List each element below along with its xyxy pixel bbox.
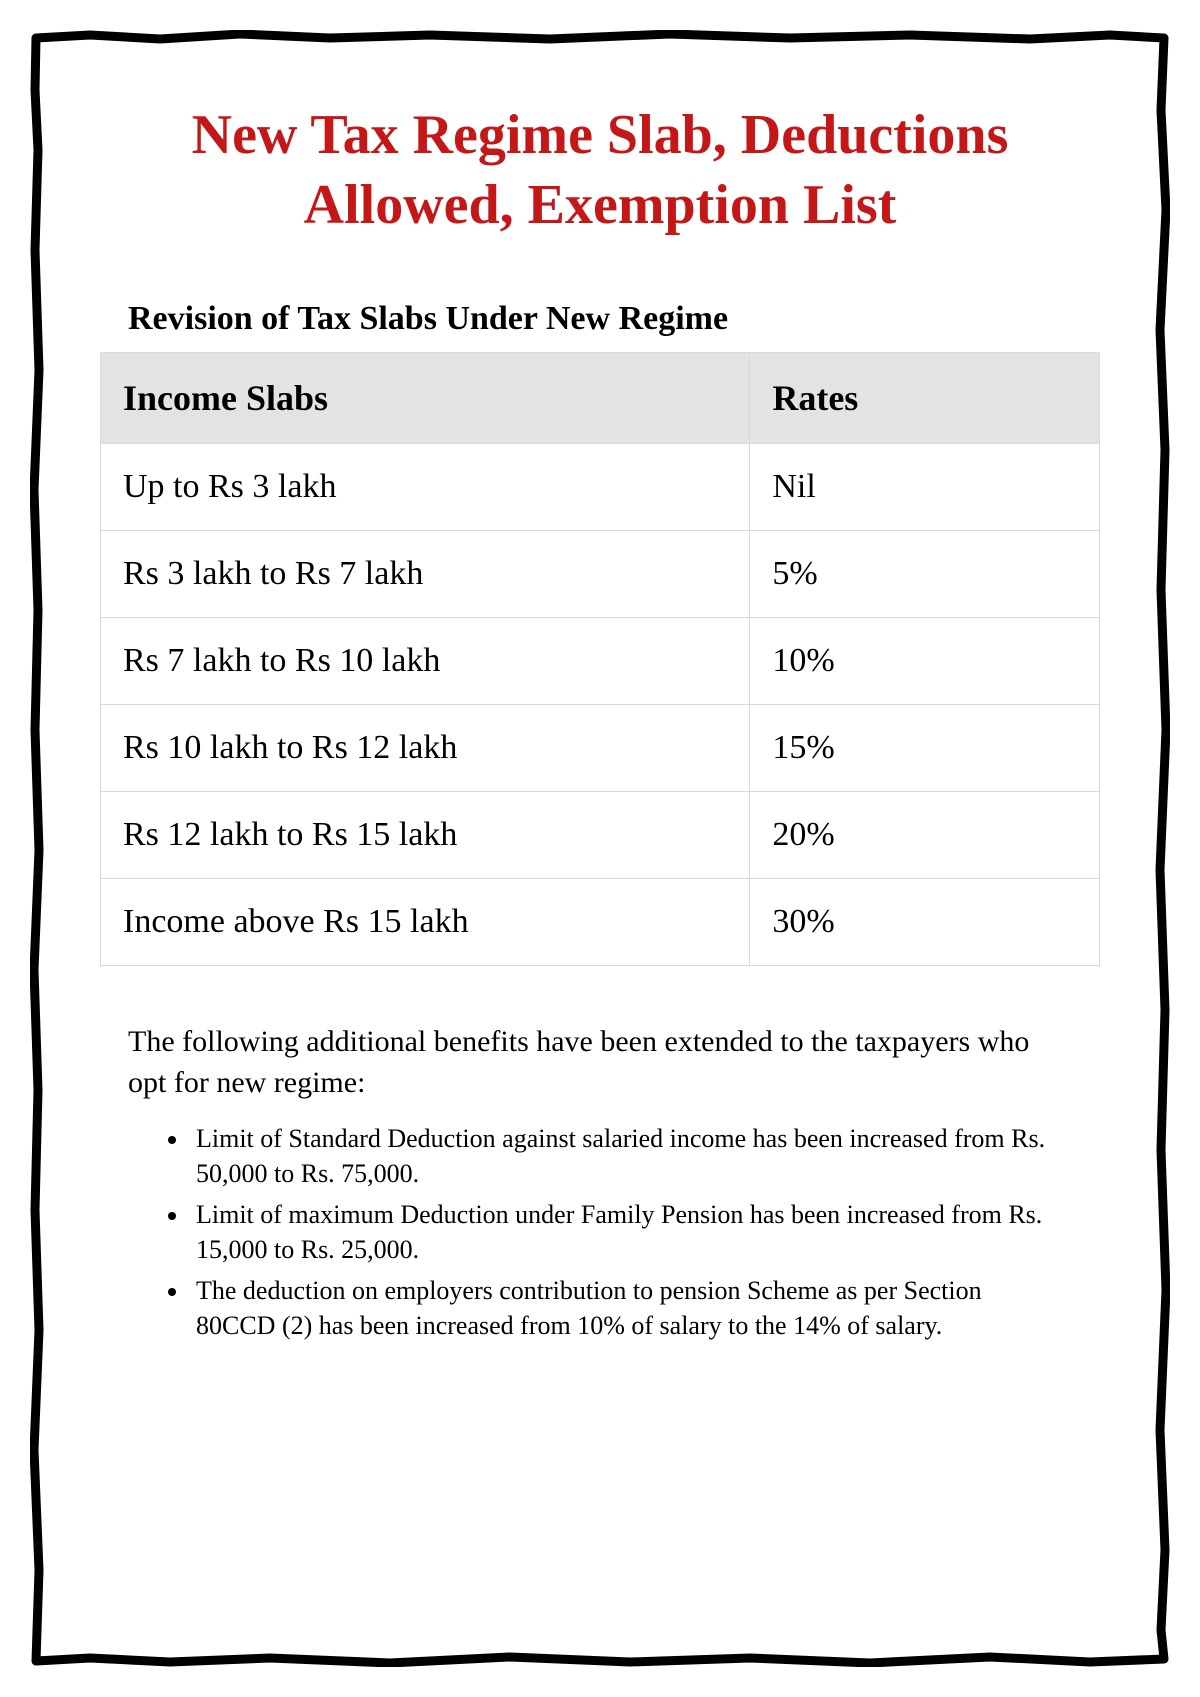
tax-slab-table: Income Slabs Rates Up to Rs 3 lakh Nil R… xyxy=(100,352,1100,966)
table-row: Rs 12 lakh to Rs 15 lakh 20% xyxy=(101,792,1100,879)
cell-rate: 20% xyxy=(750,792,1100,879)
list-item: The deduction on employers contribution … xyxy=(190,1273,1060,1343)
table-row: Rs 7 lakh to Rs 10 lakh 10% xyxy=(101,618,1100,705)
col-header-income: Income Slabs xyxy=(101,353,750,444)
section-subtitle: Revision of Tax Slabs Under New Regime xyxy=(128,300,1100,338)
col-header-rates: Rates xyxy=(750,353,1100,444)
cell-income: Up to Rs 3 lakh xyxy=(101,444,750,531)
cell-income: Rs 7 lakh to Rs 10 lakh xyxy=(101,618,750,705)
cell-rate: 30% xyxy=(750,879,1100,966)
table-header-row: Income Slabs Rates xyxy=(101,353,1100,444)
table-row: Rs 3 lakh to Rs 7 lakh 5% xyxy=(101,531,1100,618)
cell-income: Rs 10 lakh to Rs 12 lakh xyxy=(101,705,750,792)
page: New Tax Regime Slab, Deductions Allowed,… xyxy=(0,0,1200,1697)
content-area: New Tax Regime Slab, Deductions Allowed,… xyxy=(40,40,1160,1390)
benefits-intro: The following additional benefits have b… xyxy=(128,1022,1100,1103)
benefits-list: Limit of Standard Deduction against sala… xyxy=(190,1121,1100,1344)
cell-income: Rs 3 lakh to Rs 7 lakh xyxy=(101,531,750,618)
cell-rate: 5% xyxy=(750,531,1100,618)
table-row: Rs 10 lakh to Rs 12 lakh 15% xyxy=(101,705,1100,792)
cell-rate: Nil xyxy=(750,444,1100,531)
page-title: New Tax Regime Slab, Deductions Allowed,… xyxy=(100,100,1100,240)
table-row: Up to Rs 3 lakh Nil xyxy=(101,444,1100,531)
cell-rate: 10% xyxy=(750,618,1100,705)
cell-income: Rs 12 lakh to Rs 15 lakh xyxy=(101,792,750,879)
list-item: Limit of maximum Deduction under Family … xyxy=(190,1197,1060,1267)
cell-income: Income above Rs 15 lakh xyxy=(101,879,750,966)
list-item: Limit of Standard Deduction against sala… xyxy=(190,1121,1060,1191)
table-row: Income above Rs 15 lakh 30% xyxy=(101,879,1100,966)
cell-rate: 15% xyxy=(750,705,1100,792)
